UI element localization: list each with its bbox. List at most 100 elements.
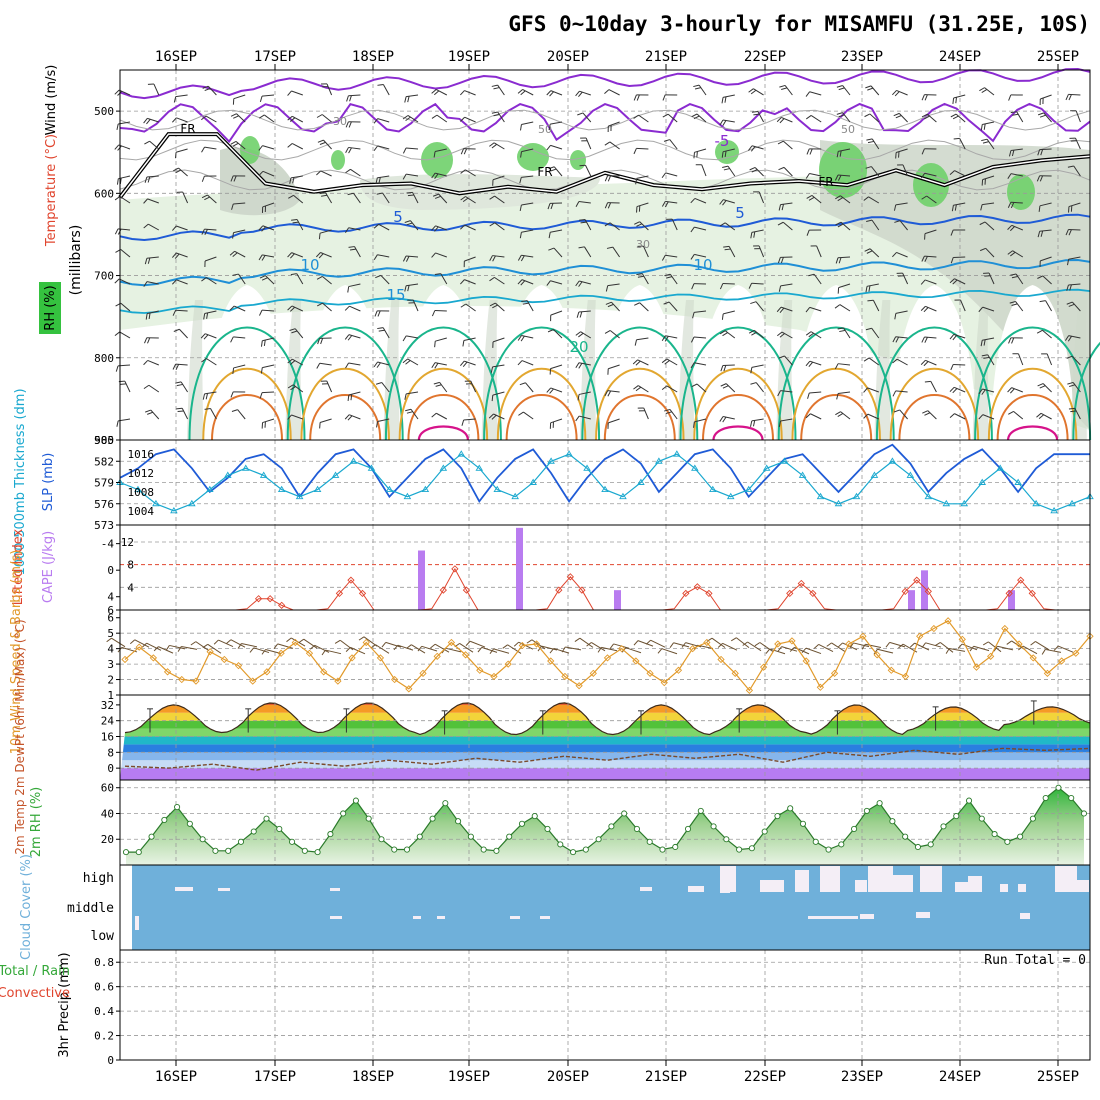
wind-barb bbox=[997, 645, 1014, 651]
wind-barb-feather bbox=[289, 360, 296, 365]
wind-barb bbox=[959, 138, 966, 150]
wind-tick-label: 5 bbox=[107, 627, 114, 640]
precip-tick-label: 0.2 bbox=[94, 1030, 114, 1043]
wind-barb-feather bbox=[377, 84, 384, 86]
wind-barb bbox=[348, 146, 361, 150]
thickness-point bbox=[870, 471, 879, 478]
wind-barb bbox=[759, 642, 774, 653]
wind-barb bbox=[148, 223, 160, 231]
wind-barb bbox=[321, 276, 332, 285]
contour-label: FR bbox=[818, 175, 833, 189]
wind-barb-feather bbox=[749, 167, 756, 171]
wind-speed-point bbox=[220, 655, 228, 664]
wind-barb-feather bbox=[609, 643, 614, 650]
wind-barb-feather bbox=[519, 382, 526, 386]
thickness-tick-label: 579 bbox=[94, 477, 114, 490]
wind-barb bbox=[579, 90, 591, 96]
wind-barb-feather bbox=[664, 336, 669, 342]
wind-barb bbox=[578, 310, 591, 313]
wind-barb-feather bbox=[144, 176, 148, 183]
date-label-bottom: 16SEP bbox=[155, 1069, 197, 1085]
wind-barb-feather bbox=[145, 409, 151, 413]
wind-barb-feather bbox=[1011, 276, 1018, 279]
thickness-point bbox=[906, 471, 915, 478]
wind-barb-feather bbox=[636, 273, 643, 276]
date-label-top: 19SEP bbox=[448, 49, 490, 65]
rh-point bbox=[289, 838, 296, 845]
wind-barb bbox=[118, 144, 131, 150]
date-label-bottom: 19SEP bbox=[448, 1069, 490, 1085]
wind-barb-feather bbox=[561, 646, 566, 653]
wind-barb-feather bbox=[1070, 410, 1077, 413]
wind-barb-feather bbox=[1007, 387, 1012, 393]
wind-barb bbox=[784, 355, 793, 366]
wind-barb-feather bbox=[491, 143, 498, 149]
wind-barb-feather bbox=[114, 144, 120, 150]
wind-barb bbox=[1073, 165, 1081, 177]
wind-barb-feather bbox=[778, 204, 782, 211]
isotherm-dome bbox=[974, 326, 1092, 441]
wind-barb bbox=[751, 145, 764, 150]
wind-barb-feather bbox=[724, 248, 731, 251]
wind-barb-feather bbox=[949, 334, 955, 340]
wind-barb bbox=[669, 273, 678, 285]
wind-barb-feather bbox=[260, 367, 263, 374]
rh-point bbox=[876, 800, 883, 807]
wind-speed-point bbox=[149, 654, 158, 662]
wind-barb bbox=[751, 229, 764, 233]
wind-barb bbox=[464, 90, 476, 96]
wind-speed-point bbox=[163, 668, 172, 676]
pressure-axis-title: (millibars) bbox=[68, 225, 84, 296]
thickness-point bbox=[367, 464, 376, 471]
wind-barb bbox=[175, 309, 188, 312]
wind-barb bbox=[757, 111, 765, 123]
wind-barb-feather bbox=[633, 640, 639, 646]
wind-barb-feather bbox=[289, 306, 295, 312]
wind-barb bbox=[902, 164, 909, 177]
wind-speed-point bbox=[845, 640, 853, 648]
wind-barb bbox=[954, 170, 966, 177]
wind-barb bbox=[1042, 329, 1052, 339]
wind-barb-feather bbox=[867, 87, 874, 91]
cloud-cell bbox=[330, 888, 340, 891]
thickness-point bbox=[1014, 478, 1022, 485]
isotherm-10 bbox=[119, 258, 1091, 287]
wind-speed-point bbox=[887, 666, 895, 674]
wind-barb bbox=[871, 219, 880, 231]
wind-barb-feather bbox=[1036, 412, 1042, 418]
wind-barb bbox=[926, 113, 937, 123]
wind-barb-feather bbox=[724, 96, 727, 103]
wind-speed-point bbox=[717, 655, 725, 664]
wind-speed-point bbox=[987, 652, 995, 661]
wind-barb-feather bbox=[575, 331, 581, 336]
wind-barb bbox=[838, 363, 851, 366]
wind-barb bbox=[120, 302, 131, 312]
wind-barb-feather bbox=[153, 646, 159, 652]
cape-bar bbox=[418, 550, 425, 610]
rh-shading-50 bbox=[820, 140, 1090, 430]
isotherm-dome bbox=[702, 394, 774, 441]
rh-point bbox=[697, 807, 704, 814]
isotherm-dome bbox=[398, 367, 489, 441]
wind-barb bbox=[550, 229, 563, 233]
wind-barb-feather bbox=[114, 89, 120, 95]
wind-barb-feather bbox=[752, 420, 756, 427]
wind-barb bbox=[465, 303, 476, 312]
wind-barb bbox=[348, 94, 361, 97]
wind-barb-feather bbox=[402, 115, 409, 120]
wind-barb bbox=[982, 414, 995, 420]
wind-barb-feather bbox=[141, 642, 148, 648]
rh-point bbox=[1004, 838, 1011, 845]
wind-barb bbox=[377, 418, 390, 423]
wind-barb-feather bbox=[316, 114, 323, 118]
isotherm-dome bbox=[875, 326, 993, 441]
wind-barb bbox=[925, 305, 937, 312]
wind-barb-feather bbox=[865, 286, 868, 293]
wind-barb bbox=[292, 358, 304, 366]
wind-barb-feather bbox=[779, 84, 786, 88]
wind-barb-feather bbox=[579, 311, 583, 318]
wind-barb bbox=[233, 229, 246, 234]
wind-barb bbox=[1058, 645, 1074, 653]
wind-barb bbox=[609, 222, 620, 231]
wind-barb-feather bbox=[1037, 149, 1041, 156]
